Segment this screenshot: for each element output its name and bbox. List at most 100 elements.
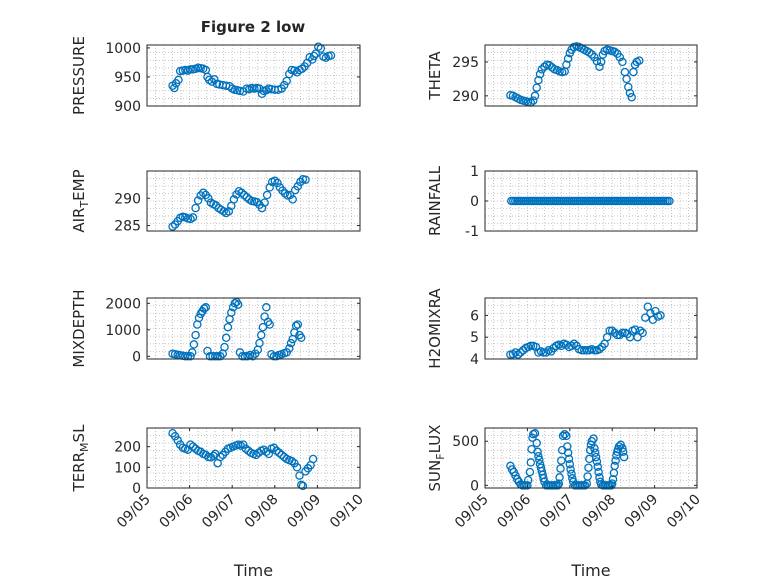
data-point xyxy=(615,52,625,62)
data-point xyxy=(613,330,622,340)
grid-lines xyxy=(147,45,360,106)
y-tick-label: 1000 xyxy=(105,323,141,339)
data-point xyxy=(554,479,564,488)
data-point xyxy=(567,341,576,351)
data-point xyxy=(204,194,213,203)
data-point xyxy=(567,469,576,479)
y-tick-label: -1 xyxy=(465,224,479,240)
y-axis-label: THETA xyxy=(426,51,444,101)
data-point xyxy=(534,451,543,461)
data-point xyxy=(291,321,301,331)
data-point xyxy=(227,308,236,317)
data-point xyxy=(260,198,269,207)
subplot-pressure: 900 950 1000 PRESSURE xyxy=(70,36,361,115)
data-point xyxy=(587,50,597,59)
data-point xyxy=(560,429,569,439)
data-point xyxy=(541,348,551,357)
data-point xyxy=(611,456,620,465)
data-point xyxy=(610,47,619,57)
data-point xyxy=(619,452,629,462)
data-point xyxy=(186,352,195,361)
y-tick-label: 290 xyxy=(452,89,479,105)
data-point xyxy=(618,444,627,453)
axes-frame xyxy=(484,427,698,489)
y-axis-label: PRESSURE xyxy=(70,36,88,115)
data-point xyxy=(624,82,633,92)
data-point xyxy=(229,195,239,204)
data-series xyxy=(506,429,629,490)
figure-title: Figure 2 low xyxy=(201,18,306,36)
data-point xyxy=(238,352,247,361)
data-point xyxy=(262,303,271,312)
data-point xyxy=(288,195,297,204)
y-tick-label: 1000 xyxy=(105,41,141,57)
subplot-rainfall: -1 0 1 RAINFALL xyxy=(426,164,698,240)
data-point xyxy=(591,452,601,462)
data-point xyxy=(523,475,533,485)
data-point xyxy=(590,444,599,453)
data-point xyxy=(532,438,541,448)
data-point xyxy=(525,467,535,477)
data-point xyxy=(584,463,593,472)
data-point xyxy=(562,431,571,441)
data-point xyxy=(168,222,177,231)
data-point xyxy=(265,320,274,329)
y-axis-label-part: T xyxy=(78,201,91,209)
data-point xyxy=(186,440,195,449)
data-point xyxy=(585,48,594,57)
y-tick-label: 2000 xyxy=(105,296,141,312)
y-axis-label-part: LUX xyxy=(426,425,444,454)
data-point xyxy=(529,96,538,105)
subplot-air-temp: 285 290 AIRTEMP xyxy=(70,169,361,235)
data-point xyxy=(233,300,243,309)
data-point xyxy=(556,464,565,473)
subplot-theta: 290 295 THETA xyxy=(426,42,698,107)
data-point xyxy=(627,92,636,102)
data-point xyxy=(630,325,640,334)
axes-frame xyxy=(484,297,698,360)
data-point xyxy=(523,481,532,490)
data-point xyxy=(580,481,590,490)
axes-frame xyxy=(146,44,361,107)
y-axis-label-part: M xyxy=(78,442,91,452)
data-point xyxy=(196,191,205,200)
subplot-mixdepth: 0 1000 2000 MIXDEPTH xyxy=(70,289,361,368)
data-point xyxy=(187,348,197,357)
data-point xyxy=(568,474,577,483)
y-tick-label: 950 xyxy=(114,70,141,86)
data-point xyxy=(274,448,284,458)
data-point xyxy=(555,473,564,482)
data-point xyxy=(565,459,575,469)
data-point xyxy=(622,74,631,84)
data-point xyxy=(511,348,520,357)
data-point xyxy=(210,352,220,361)
data-point xyxy=(220,342,229,352)
data-point xyxy=(563,448,573,457)
data-point xyxy=(618,328,627,338)
data-point xyxy=(557,456,566,465)
data-series xyxy=(507,196,674,206)
data-point xyxy=(590,448,600,457)
y-axis-label: AIRTEMP xyxy=(70,169,91,232)
y-axis-label: H2OMIXRA xyxy=(426,288,444,369)
data-point xyxy=(213,352,222,361)
y-axis-label: MIXDEPTH xyxy=(70,289,88,367)
data-point xyxy=(278,186,287,195)
data-point xyxy=(594,467,603,477)
y-tick-label: 0 xyxy=(470,478,479,494)
data-point xyxy=(526,341,536,351)
grid-lines xyxy=(485,45,697,106)
data-point xyxy=(618,57,627,67)
data-point xyxy=(513,350,523,359)
data-point xyxy=(607,326,617,335)
data-point xyxy=(562,60,571,69)
data-point xyxy=(282,76,291,86)
data-point xyxy=(314,42,323,51)
data-point xyxy=(592,457,602,466)
data-point xyxy=(251,450,261,460)
y-axis-label-part: SL xyxy=(70,424,88,443)
data-point xyxy=(641,313,650,322)
data-point xyxy=(516,348,525,357)
data-series xyxy=(168,297,306,361)
